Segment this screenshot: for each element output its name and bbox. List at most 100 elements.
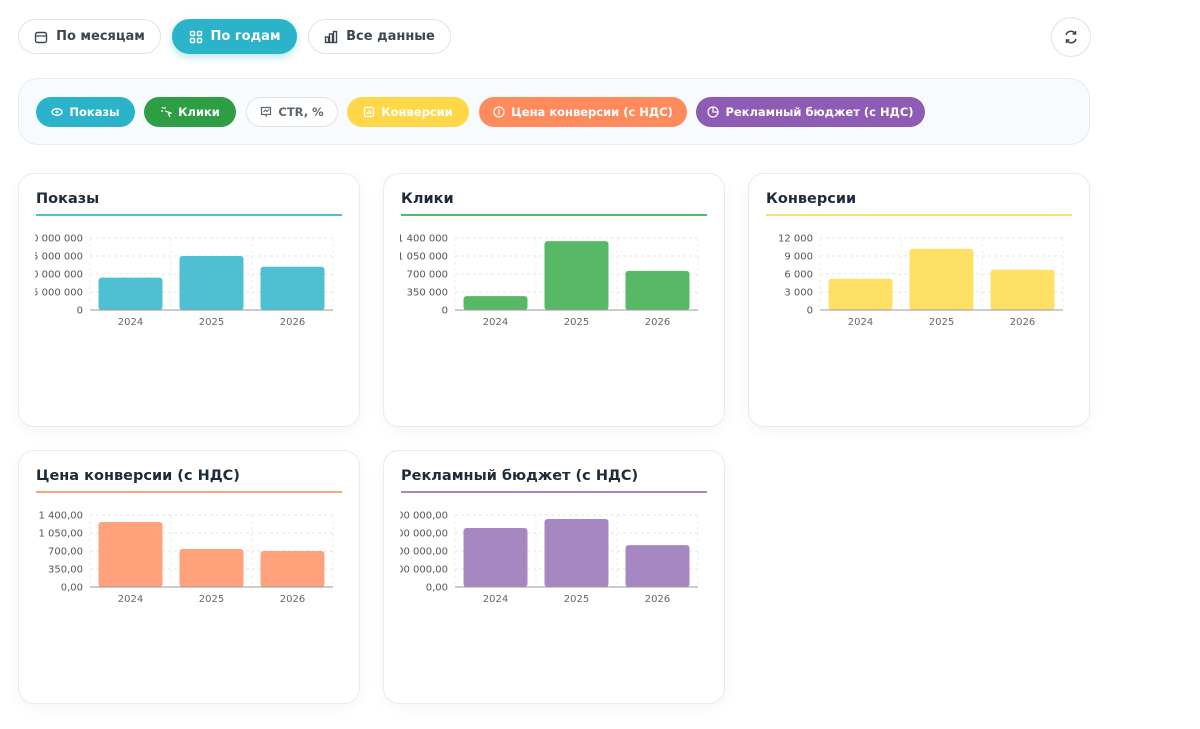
- y-tick-label: 1 400 000: [397, 234, 448, 245]
- chart: Конверсии 0 3 000 6 000 9 000 12 000 2024 2025 2…: [766, 191, 1072, 328]
- x-tick-label: 2026: [280, 317, 305, 328]
- x-tick-label: 2024: [848, 317, 873, 328]
- tab-label: По годам: [210, 29, 281, 44]
- chart: Цена конверсии (с НДС) 0,00 350,00 700,00 1 …: [36, 468, 342, 605]
- chart-card: Конверсии 0 3 000 6 000 9 000 12 000 2024 2025 2…: [748, 173, 1090, 427]
- y-tick-label: 0: [77, 306, 83, 317]
- y-tick-label: 1 050,00: [38, 529, 83, 540]
- x-tick-label: 2025: [199, 317, 224, 328]
- pie-icon: [707, 106, 720, 118]
- chart: Показы 0 5 000 000 10 000 000 15 000 000 20 0…: [26, 191, 342, 328]
- metric-chip[interactable]: Показы: [36, 97, 135, 127]
- metric-chip[interactable]: Рекламный бюджет (с НДС): [696, 97, 925, 127]
- chart-card: Цена конверсии (с НДС) 0,00 350,00 700,00 1 …: [18, 450, 360, 704]
- bar: [625, 545, 690, 587]
- bar: [98, 277, 163, 310]
- x-tick-label: 2024: [118, 594, 143, 605]
- calendar-icon: [34, 31, 48, 43]
- bar: [544, 241, 609, 310]
- bar: [98, 521, 163, 587]
- grid-icon: [189, 30, 202, 43]
- y-tick-label: 700 000: [407, 270, 448, 281]
- chart-title: Показы: [36, 191, 99, 207]
- click-icon: [161, 106, 173, 118]
- chart-card: Показы 0 5 000 000 10 000 000 15 000 000 20 0…: [18, 173, 360, 427]
- y-tick-label: 9 000: [784, 252, 813, 263]
- y-tick-label: 1 050 000: [397, 252, 448, 263]
- y-tick-label: 3 000: [784, 288, 813, 299]
- y-axis-labels: 0,00 350,00 700,00 1 050,00 1 400,00: [38, 511, 83, 594]
- x-tick-label: 2024: [483, 317, 508, 328]
- y-axis-labels: 0 350 000 700 000 1 050 000 1 400 000: [397, 234, 448, 317]
- tab[interactable]: По месяцам: [18, 19, 161, 54]
- chart-title: Конверсии: [766, 191, 856, 207]
- bar: [260, 266, 325, 310]
- presentation-icon: [261, 106, 272, 117]
- y-tick-label: 200 000,00: [391, 565, 448, 576]
- y-tick-label: 0: [807, 306, 813, 317]
- y-tick-label: 5 000 000: [32, 288, 83, 299]
- x-tick-label: 2026: [645, 594, 670, 605]
- chart-title: Клики: [401, 191, 454, 207]
- chip-label: Показы: [69, 105, 120, 119]
- y-tick-label: 700,00: [48, 547, 83, 558]
- bar: [179, 548, 244, 587]
- bars-icon: [324, 30, 338, 43]
- bar: [463, 528, 528, 587]
- metric-chip[interactable]: Конверсии: [347, 97, 469, 127]
- y-tick-label: 6 000: [784, 270, 813, 281]
- bar: [625, 270, 690, 310]
- x-tick-label: 2025: [199, 594, 224, 605]
- metric-chip[interactable]: Клики: [144, 97, 236, 127]
- chip-label: Клики: [178, 105, 220, 119]
- chip-label: Конверсии: [381, 105, 453, 119]
- coin-icon: [493, 106, 505, 118]
- chip-label: Цена конверсии (с НДС): [511, 105, 673, 119]
- bar: [260, 551, 325, 587]
- bar: [990, 269, 1055, 310]
- refresh-icon: [1065, 30, 1077, 44]
- x-tick-label: 2026: [645, 317, 670, 328]
- tab-label: По месяцам: [56, 29, 145, 44]
- y-tick-label: 15 000 000: [26, 252, 83, 263]
- y-tick-label: 600 000,00: [391, 529, 448, 540]
- chart-card: Рекламный бюджет (с НДС) 0,00 200 000,00 40…: [383, 450, 725, 704]
- chip-label: CTR, %: [278, 105, 324, 119]
- eye-icon: [51, 108, 64, 116]
- x-tick-label: 2024: [483, 594, 508, 605]
- x-tick-label: 2024: [118, 317, 143, 328]
- tab[interactable]: По годам: [172, 19, 297, 54]
- bar: [544, 519, 609, 587]
- y-tick-label: 350,00: [48, 565, 83, 576]
- chart: Рекламный бюджет (с НДС) 0,00 200 000,00 40…: [391, 468, 707, 605]
- chip-label: Рекламный бюджет (с НДС): [725, 105, 914, 119]
- x-tick-label: 2026: [280, 594, 305, 605]
- chart-title: Рекламный бюджет (с НДС): [401, 468, 638, 484]
- x-tick-label: 2025: [564, 317, 589, 328]
- bar: [828, 278, 893, 310]
- y-tick-label: 350 000: [407, 288, 448, 299]
- bar: [179, 256, 244, 310]
- y-tick-label: 10 000 000: [26, 270, 83, 281]
- y-tick-label: 400 000,00: [391, 547, 448, 558]
- y-tick-label: 12 000: [778, 234, 813, 245]
- metric-chip[interactable]: Цена конверсии (с НДС): [479, 97, 687, 127]
- tab[interactable]: Все данные: [308, 19, 451, 54]
- bar: [909, 248, 974, 310]
- y-axis-labels: 0 5 000 000 10 000 000 15 000 000 20 000 000: [26, 234, 83, 317]
- doc-icon: [364, 106, 375, 118]
- y-tick-label: 20 000 000: [26, 234, 83, 245]
- x-tick-label: 2026: [1010, 317, 1035, 328]
- x-tick-label: 2025: [929, 317, 954, 328]
- metric-chip[interactable]: CTR, %: [246, 97, 338, 127]
- tab-label: Все данные: [346, 29, 435, 44]
- y-tick-label: 0,00: [61, 583, 83, 594]
- y-axis-labels: 0,00 200 000,00 400 000,00 600 000,00 800 00…: [391, 511, 448, 594]
- y-tick-label: 0,00: [426, 583, 448, 594]
- y-axis-labels: 0 3 000 6 000 9 000 12 000: [778, 234, 813, 317]
- chart: Клики 0 350 000 700 000 1 050 000 1 400 000 20…: [397, 191, 707, 328]
- y-tick-label: 800 000,00: [391, 511, 448, 522]
- bar: [463, 296, 528, 310]
- refresh-button[interactable]: [1051, 17, 1091, 57]
